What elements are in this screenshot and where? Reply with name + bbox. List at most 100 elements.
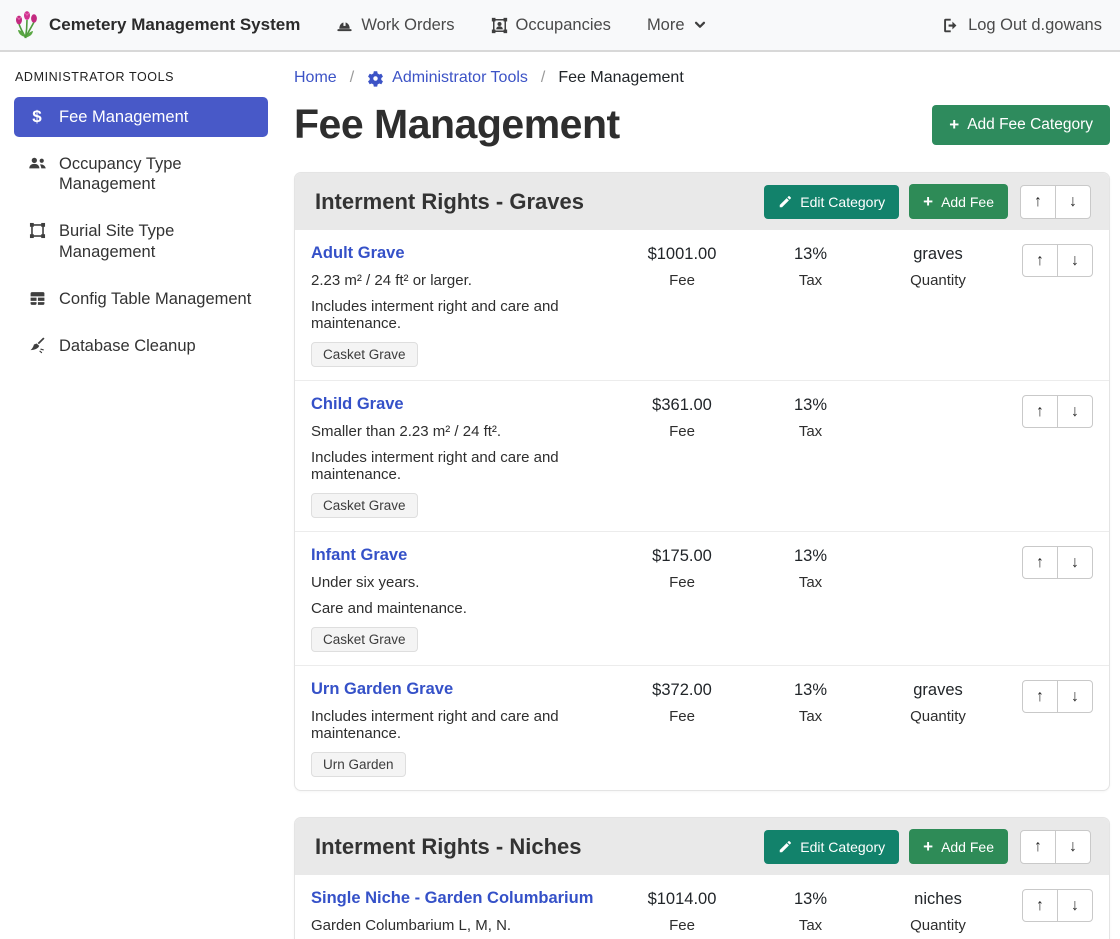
fee-name-link[interactable]: Adult Grave — [311, 244, 405, 262]
fee-quantity-column: graves Quantity — [880, 680, 996, 777]
breadcrumb-home[interactable]: Home — [294, 69, 337, 87]
fee-amount-label: Fee — [669, 708, 695, 725]
fee-tax-label: Tax — [798, 423, 823, 440]
move-category-up-button[interactable]: ↑ — [1020, 829, 1056, 864]
fee-name-link[interactable]: Child Grave — [311, 395, 404, 413]
pencil-icon — [778, 840, 792, 854]
category-reorder-group: ↑ ↓ — [1020, 184, 1091, 219]
move-category-up-button[interactable]: ↑ — [1020, 184, 1056, 219]
fee-amount-value: $372.00 — [652, 681, 712, 699]
add-fee-button[interactable]: + Add Fee — [909, 829, 1008, 864]
move-fee-up-button[interactable]: ↑ — [1022, 395, 1058, 428]
arrow-down-icon: ↓ — [1071, 251, 1079, 269]
fee-quantity-column: niches Quantity — [880, 889, 996, 939]
fee-details: Urn Garden Grave Includes interment righ… — [311, 680, 623, 777]
move-fee-up-button[interactable]: ↑ — [1022, 889, 1058, 922]
fee-descriptions: Garden Columbarium L, M, N. — [311, 917, 617, 934]
plus-icon: + — [949, 115, 960, 134]
fee-tax-value: 13% — [793, 396, 828, 414]
logout-icon — [942, 17, 959, 34]
move-category-down-button[interactable]: ↓ — [1055, 829, 1091, 864]
sidebar-item-fee-management[interactable]: $ Fee Management — [14, 97, 268, 138]
nav-work-orders[interactable]: Work Orders — [336, 16, 455, 35]
sidebar-item-occupancy-type[interactable]: Occupancy Type Management — [14, 144, 268, 204]
pencil-icon — [778, 195, 792, 209]
fee-tax-label: Tax — [798, 574, 823, 591]
category-reorder-group: ↑ ↓ — [1020, 829, 1091, 864]
category-title: Interment Rights - Niches — [315, 833, 582, 859]
add-fee-category-button[interactable]: + Add Fee Category — [932, 104, 1110, 145]
add-fee-label: Add Fee — [941, 193, 994, 210]
move-fee-up-button[interactable]: ↑ — [1022, 680, 1058, 713]
dollar-icon: $ — [32, 107, 42, 126]
fee-category-card: Interment Rights - Graves Edit Category … — [294, 172, 1110, 791]
move-category-down-button[interactable]: ↓ — [1055, 184, 1091, 219]
edit-category-button[interactable]: Edit Category — [764, 184, 900, 219]
fee-quantity-column — [880, 546, 996, 652]
sidebar: ADMINISTRATOR TOOLS $ Fee Management Occ… — [0, 52, 282, 373]
fee-tax-value: 13% — [793, 681, 828, 699]
fee-amount-column: $175.00 Fee — [623, 546, 741, 652]
arrow-up-icon: ↑ — [1034, 192, 1042, 210]
nav-more[interactable]: More — [647, 16, 707, 35]
move-fee-down-button[interactable]: ↓ — [1057, 680, 1093, 713]
app-brand[interactable]: Cemetery Management System — [14, 10, 300, 40]
fee-amount-label: Fee — [669, 423, 695, 440]
sidebar-item-config-table[interactable]: Config Table Management — [14, 279, 268, 319]
fee-descriptions: Smaller than 2.23 m² / 24 ft². Includes i… — [311, 423, 617, 483]
add-fee-button[interactable]: + Add Fee — [909, 184, 1008, 219]
arrow-down-icon: ↓ — [1069, 192, 1077, 210]
add-fee-category-label: Add Fee Category — [967, 115, 1093, 133]
fee-description: Includes interment right and care and ma… — [311, 298, 559, 332]
edit-category-button[interactable]: Edit Category — [764, 829, 900, 864]
fee-descriptions: Includes interment right and care and ma… — [311, 708, 617, 742]
fee-name-link[interactable]: Urn Garden Grave — [311, 680, 454, 698]
fee-list: Single Niche - Garden Columbarium Garden… — [295, 875, 1109, 939]
logout-link[interactable]: Log Out d.gowans — [942, 16, 1102, 35]
fee-amount-label: Fee — [669, 917, 695, 934]
fee-details: Adult Grave 2.23 m² / 24 ft² or larger. I… — [311, 244, 623, 367]
fee-amount-label: Fee — [669, 574, 695, 591]
move-fee-up-button[interactable]: ↑ — [1022, 546, 1058, 579]
move-fee-down-button[interactable]: ↓ — [1057, 395, 1093, 428]
fee-row: Urn Garden Grave Includes interment righ… — [295, 666, 1109, 790]
sidebar-item-database-cleanup[interactable]: Database Cleanup — [14, 326, 268, 366]
main-content: Home / Administrator Tools / Fee Managem… — [282, 52, 1120, 939]
site-frame-icon — [26, 222, 48, 239]
edit-category-label: Edit Category — [800, 838, 886, 855]
breadcrumb-admin-tools[interactable]: Administrator Tools — [367, 69, 528, 87]
fee-amount-column: $372.00 Fee — [623, 680, 741, 777]
move-fee-up-button[interactable]: ↑ — [1022, 244, 1058, 277]
fee-amount-value: $1001.00 — [647, 245, 717, 263]
nav-occupancies[interactable]: Occupancies — [491, 16, 611, 35]
add-fee-label: Add Fee — [941, 838, 994, 855]
fee-tax-column: 13% Tax — [763, 546, 858, 652]
fee-details: Child Grave Smaller than 2.23 m² / 24 ft… — [311, 395, 623, 518]
hard-hat-icon — [336, 17, 353, 34]
fee-name-link[interactable]: Single Niche - Garden Columbarium — [311, 889, 594, 907]
fee-quantity-value: niches — [914, 890, 962, 908]
arrow-up-icon: ↑ — [1036, 553, 1044, 571]
sidebar-item-burial-site-type[interactable]: Burial Site Type Management — [14, 211, 268, 271]
fee-quantity-value: graves — [913, 681, 963, 699]
move-fee-down-button[interactable]: ↓ — [1057, 244, 1093, 277]
occupant-frame-icon — [491, 17, 508, 34]
sidebar-item-label: Fee Management — [59, 108, 189, 126]
fee-descriptions: 2.23 m² / 24 ft² or larger. Includes inte… — [311, 272, 617, 332]
fee-reorder-group: ↑ ↓ — [1022, 546, 1093, 652]
sidebar-item-label: Burial Site Type Management — [59, 222, 175, 261]
nav-label: Occupancies — [515, 15, 611, 34]
fee-tax-column: 13% Tax — [763, 244, 858, 367]
fee-name-link[interactable]: Infant Grave — [311, 546, 408, 564]
fee-description: Includes interment right and care and ma… — [311, 449, 559, 483]
fee-tax-value: 13% — [793, 890, 828, 908]
move-fee-down-button[interactable]: ↓ — [1057, 889, 1093, 922]
breadcrumb: Home / Administrator Tools / Fee Managem… — [294, 69, 1110, 87]
fee-quantity-label: Quantity — [910, 708, 966, 725]
sidebar-item-label: Database Cleanup — [59, 336, 196, 355]
move-fee-down-button[interactable]: ↓ — [1057, 546, 1093, 579]
fee-row: Adult Grave 2.23 m² / 24 ft² or larger. I… — [295, 230, 1109, 381]
fee-tax-column: 13% Tax — [763, 680, 858, 777]
arrow-up-icon: ↑ — [1036, 251, 1044, 269]
fee-row: Child Grave Smaller than 2.23 m² / 24 ft… — [295, 381, 1109, 532]
